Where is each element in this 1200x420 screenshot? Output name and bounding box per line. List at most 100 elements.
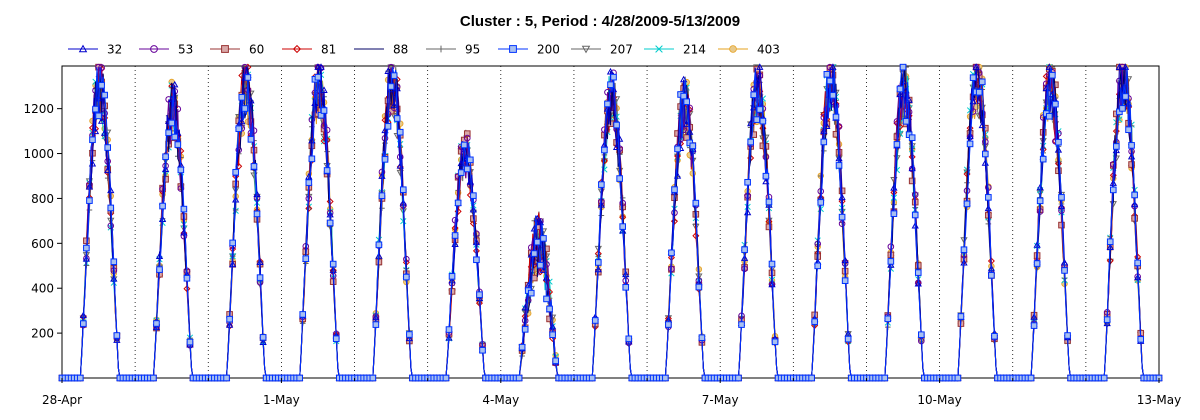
data-point-200 (406, 331, 413, 338)
data-point-200 (738, 321, 745, 328)
data-point-200 (165, 129, 172, 137)
data-point-53 (601, 126, 608, 133)
data-point-200 (744, 178, 751, 186)
data-point-200 (1064, 332, 1071, 339)
data-point-53 (969, 108, 977, 115)
data-point-32 (1121, 63, 1130, 70)
data-point-200 (1113, 143, 1120, 150)
data-point-81 (692, 232, 700, 240)
data-point-200 (753, 116, 761, 123)
data-point-200 (229, 239, 236, 247)
data-point-200 (844, 335, 852, 343)
data-point-200 (546, 305, 553, 313)
data-point-200 (241, 105, 249, 112)
data-point-53 (835, 123, 843, 130)
data-point-200 (918, 331, 925, 338)
data-point-200 (750, 91, 758, 99)
data-point-200 (841, 277, 849, 284)
data-point-200 (86, 197, 93, 204)
data-point-53 (463, 134, 471, 142)
data-point-200 (823, 71, 831, 78)
data-point-53 (1109, 160, 1117, 168)
data-point-200 (98, 82, 105, 89)
data-point-200 (674, 145, 681, 153)
data-point-200 (1134, 259, 1141, 267)
data-point-200 (531, 250, 538, 257)
x-tick-label: 4-May (482, 393, 519, 407)
data-point-53 (823, 105, 831, 113)
data-point-200 (668, 249, 675, 257)
data-point-200 (305, 179, 313, 186)
legend-label-207: 207 (610, 43, 633, 57)
data-point-200 (978, 78, 986, 86)
data-point-53 (911, 191, 919, 199)
data-point-53 (838, 220, 846, 228)
data-point-60 (448, 288, 456, 295)
data-point-200 (820, 138, 828, 146)
legend-label-95: 95 (465, 43, 480, 57)
data-point-200 (954, 374, 962, 382)
data-point-200 (991, 332, 998, 340)
data-point-200 (911, 211, 919, 219)
data-point-32 (542, 273, 551, 281)
data-point-200 (323, 167, 331, 174)
data-point-53 (159, 185, 166, 193)
data-point-200 (1055, 138, 1062, 146)
data-point-200 (537, 261, 544, 269)
data-point-200 (683, 98, 690, 106)
data-point-200 (625, 335, 633, 343)
data-point-200 (314, 73, 322, 81)
data-point-200 (619, 223, 626, 230)
data-point-200 (826, 77, 834, 85)
data-point-200 (159, 202, 166, 210)
data-point-32 (375, 252, 383, 259)
series-200 (58, 63, 1163, 382)
data-point-200 (610, 73, 617, 81)
x-tick-label: 28-Apr (42, 393, 82, 407)
data-point-200 (1119, 105, 1126, 112)
data-point-32 (960, 258, 968, 266)
data-point-32 (683, 120, 691, 127)
data-point-200 (759, 117, 767, 125)
data-point-200 (680, 92, 687, 100)
data-point-32 (88, 159, 97, 167)
data-point-60 (463, 130, 471, 137)
y-tick-label: 800 (31, 192, 54, 206)
data-point-32 (466, 177, 474, 185)
data-point-200 (399, 186, 407, 194)
data-point-53 (1055, 130, 1062, 137)
data-point-200 (896, 85, 904, 93)
data-point-200 (92, 105, 99, 113)
data-point-200 (76, 374, 84, 382)
data-point-32 (378, 172, 386, 179)
data-point-200 (89, 136, 96, 144)
data-point-200 (540, 235, 547, 242)
data-point-200 (982, 150, 989, 158)
data-point-200 (914, 269, 922, 276)
data-point-200 (811, 318, 818, 325)
data-point-32 (158, 215, 167, 222)
data-point-200 (671, 186, 678, 193)
data-point-200 (153, 320, 160, 327)
data-point-200 (393, 115, 401, 122)
data-point-32 (451, 240, 459, 248)
data-point-200 (250, 163, 258, 170)
data-point-200 (884, 315, 892, 323)
data-point-200 (244, 74, 252, 81)
data-point-200 (1027, 374, 1035, 382)
legend-marker-95 (437, 45, 445, 53)
data-point-32 (521, 303, 529, 311)
data-point-200 (1039, 155, 1047, 163)
legend-label-200: 200 (537, 43, 560, 57)
data-point-32 (603, 105, 612, 112)
data-point-200 (1046, 112, 1053, 120)
data-point-200 (396, 128, 404, 136)
data-point-200 (390, 72, 398, 79)
data-point-32 (972, 63, 980, 70)
data-point-200 (698, 334, 706, 341)
y-tick-label: 1000 (23, 147, 54, 161)
data-point-200 (747, 138, 754, 146)
data-point-200 (183, 274, 191, 282)
x-tick-label: 10-May (917, 393, 961, 407)
data-point-200 (975, 88, 983, 96)
